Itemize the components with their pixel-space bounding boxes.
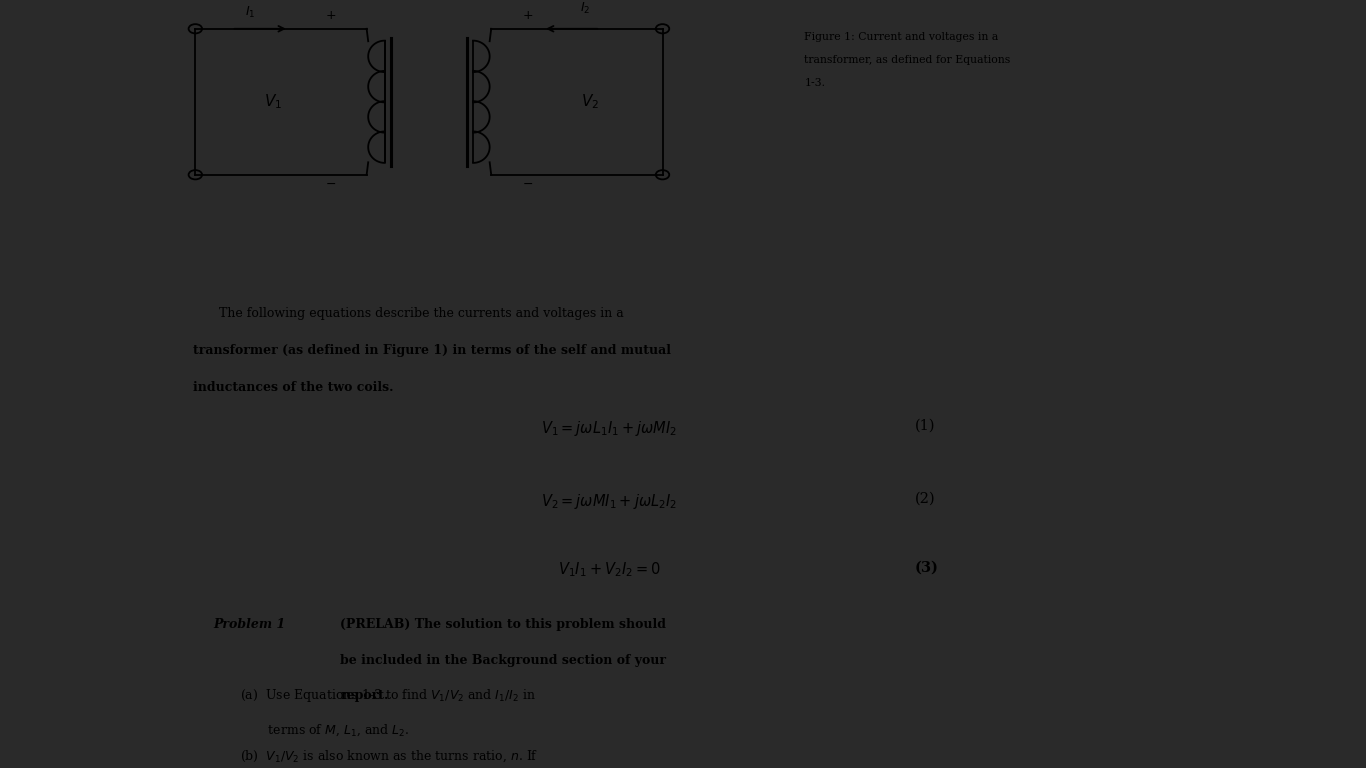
Text: $V_1 = j\omega L_1 I_1 + j\omega M I_2$: $V_1 = j\omega L_1 I_1 + j\omega M I_2$: [541, 419, 678, 438]
Text: $I_1$: $I_1$: [245, 5, 255, 20]
Text: report.: report.: [340, 689, 389, 702]
Text: (2): (2): [915, 492, 936, 505]
Text: $V_1$: $V_1$: [264, 92, 283, 111]
Text: (PRELAB) The solution to this problem should: (PRELAB) The solution to this problem sh…: [340, 618, 667, 631]
Text: $V_1 I_1 + V_2 I_2 = 0$: $V_1 I_1 + V_2 I_2 = 0$: [557, 561, 661, 579]
Text: $+$: $+$: [522, 9, 533, 22]
Text: transformer (as defined in Figure 1) in terms of the self and mutual: transformer (as defined in Figure 1) in …: [193, 344, 671, 357]
Text: (a)  Use Equations 1-3 to find $V_1/V_2$ and $I_1/I_2$ in: (a) Use Equations 1-3 to find $V_1/V_2$ …: [240, 687, 535, 704]
Text: $+$: $+$: [325, 9, 336, 22]
Text: Figure 1: Current and voltages in a: Figure 1: Current and voltages in a: [805, 32, 999, 42]
Text: (1): (1): [915, 419, 936, 432]
Text: (b)  $V_1/V_2$ is also known as the turns ratio, $n$. If: (b) $V_1/V_2$ is also known as the turns…: [240, 749, 538, 764]
Text: $-$: $-$: [522, 177, 533, 190]
Text: terms of $M$, $L_1$, and $L_2$.: terms of $M$, $L_1$, and $L_2$.: [240, 723, 410, 738]
Text: $V_2 = j\omega M I_1 + j\omega L_2 I_2$: $V_2 = j\omega M I_1 + j\omega L_2 I_2$: [541, 492, 678, 511]
Text: $-$: $-$: [325, 177, 336, 190]
Text: (3): (3): [915, 561, 938, 574]
Text: 1-3.: 1-3.: [805, 78, 825, 88]
Text: be included in the Background section of your: be included in the Background section of…: [340, 654, 667, 667]
Text: Problem 1: Problem 1: [213, 618, 285, 631]
Text: $V_2$: $V_2$: [581, 92, 598, 111]
Text: The following equations describe the currents and voltages in a: The following equations describe the cur…: [219, 307, 624, 320]
Text: $I_2$: $I_2$: [579, 2, 590, 16]
Text: inductances of the two coils.: inductances of the two coils.: [193, 381, 393, 394]
Text: transformer, as defined for Equations: transformer, as defined for Equations: [805, 55, 1011, 65]
